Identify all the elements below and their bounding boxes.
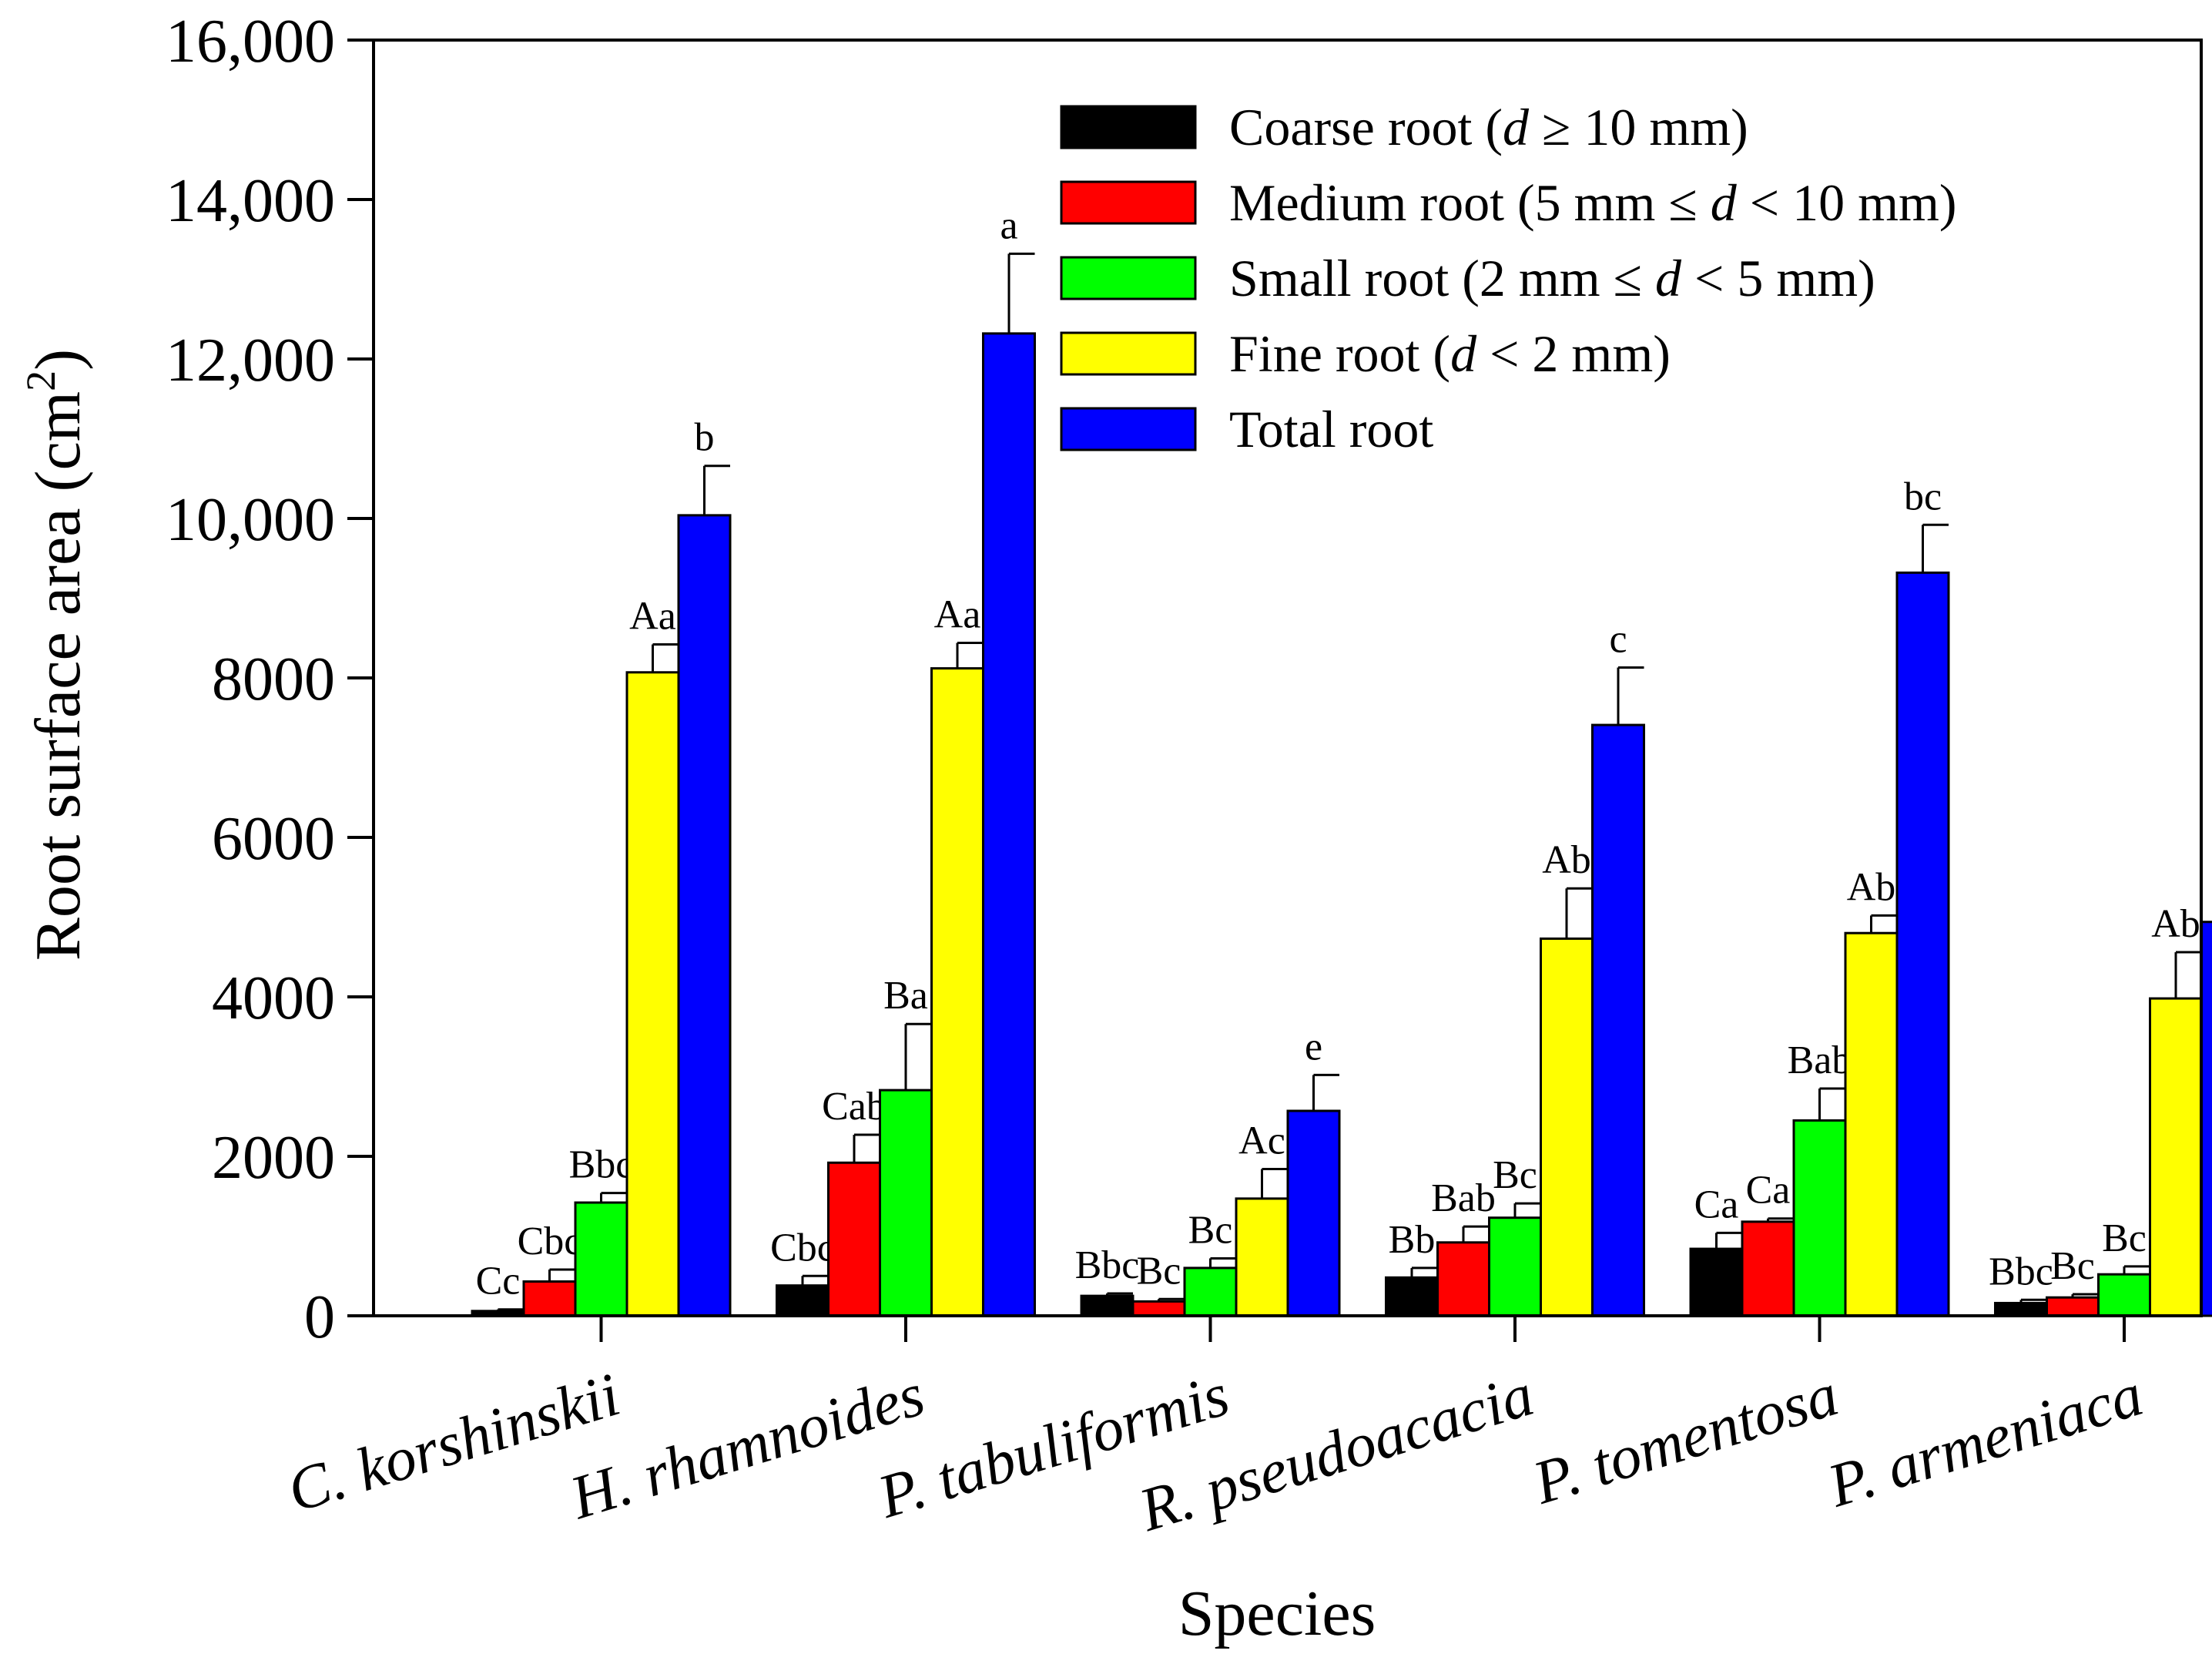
significance-label: Ac [1238, 1119, 1285, 1163]
legend-entry: Total root [1229, 400, 1433, 458]
significance-label: Cbc [518, 1219, 582, 1263]
y-tick-label: 10,000 [166, 486, 335, 554]
legend-swatch [1061, 408, 1195, 450]
y-tick-label: 16,000 [166, 8, 335, 75]
y-axis-title: Root surface area (cm2) [18, 349, 94, 961]
legend-swatch [1061, 333, 1195, 374]
significance-label: Aa [629, 595, 676, 639]
significance-label: Bab [1788, 1038, 1852, 1082]
bar-small-root [2099, 1274, 2150, 1316]
bar-coarse-root [1691, 1249, 1742, 1316]
bar-medium-root [1133, 1301, 1185, 1316]
legend-swatch [1061, 182, 1195, 223]
bar-medium-root [524, 1281, 575, 1316]
legend-entry: Fine root (d < 2 mm) [1229, 324, 1671, 383]
x-tick-label: P. armeniaca [1820, 1360, 2150, 1520]
significance-label: Bbc [569, 1143, 634, 1187]
significance-label: c [1609, 618, 1627, 662]
significance-label: Bc [1137, 1249, 1181, 1293]
bar-fine-root [932, 669, 984, 1316]
y-tick-label: 6000 [212, 805, 335, 873]
bar-fine-root [627, 673, 679, 1316]
bar-total-root [984, 334, 1035, 1316]
significance-label: Bbc [1075, 1243, 1140, 1287]
significance-label: Bc [2102, 1216, 2147, 1260]
significance-label: Ba [883, 974, 928, 1018]
significance-label: Bab [1431, 1176, 1496, 1220]
y-tick-label: 0 [304, 1283, 335, 1351]
bar-total-root [1897, 572, 1949, 1316]
significance-label: e [1305, 1025, 1322, 1069]
bar-coarse-root [1081, 1296, 1133, 1316]
y-tick-label: 8000 [212, 646, 335, 713]
significance-label: Bb [1389, 1218, 1436, 1262]
significance-label: Ca [1746, 1169, 1791, 1213]
bar-coarse-root [777, 1286, 829, 1316]
significance-label: Ab [1542, 838, 1591, 882]
x-tick-label: H. rhamnoides [562, 1360, 932, 1532]
significance-label: Ab [2151, 902, 2200, 946]
bar-total-root [1288, 1111, 1339, 1316]
bar-medium-root [829, 1162, 880, 1316]
x-tick-label: P. tomentosa [1525, 1360, 1845, 1518]
legend-entry: Medium root (5 mm ≤ d < 10 mm) [1229, 173, 1957, 232]
significance-label: a [1000, 203, 1017, 247]
significance-label: b [695, 416, 715, 460]
bar-total-root [679, 515, 730, 1316]
significance-label: Bc [2050, 1244, 2095, 1288]
bar-fine-root [1541, 938, 1593, 1316]
bar-coarse-root [1996, 1303, 2047, 1316]
significance-label: Aa [934, 592, 981, 636]
bar-small-root [575, 1203, 627, 1316]
x-axis-title: Species [1178, 1578, 1376, 1649]
significance-label: Cc [476, 1260, 521, 1303]
y-axis-title-close: ) [22, 349, 94, 371]
y-tick-label: 2000 [212, 1124, 335, 1192]
bar-small-root [1185, 1268, 1236, 1316]
bar-fine-root [1236, 1199, 1288, 1316]
bar-medium-root [1742, 1222, 1794, 1316]
significance-label: Bc [1188, 1208, 1233, 1252]
significance-label: Ab [1847, 865, 1896, 909]
y-axis-title-superscript: 2 [18, 371, 64, 391]
bar-coarse-root [1386, 1277, 1438, 1316]
legend-entry: Coarse root (d ≥ 10 mm) [1229, 98, 1748, 156]
bar-medium-root [2047, 1297, 2099, 1316]
significance-label: Ca [1694, 1183, 1739, 1226]
bar-small-root [880, 1090, 932, 1316]
significance-label: Bc [1493, 1153, 1537, 1197]
y-axis: 0 2000 4000 6000 8000 10,000 12,000 14,000 16,00… [166, 8, 374, 1351]
y-tick-label: 14,000 [166, 167, 335, 235]
bar-fine-root [2150, 998, 2202, 1316]
y-tick-label: 12,000 [166, 327, 335, 394]
legend-swatch [1061, 106, 1195, 148]
significance-label: Cab [822, 1085, 886, 1129]
y-tick-label: 4000 [212, 965, 335, 1032]
y-axis-title-main: Root surface area (cm [22, 391, 94, 961]
bar-medium-root [1438, 1243, 1490, 1316]
bar-total-root [1593, 725, 1644, 1316]
bar-small-root [1794, 1120, 1845, 1316]
legend: Coarse root (d ≥ 10 mm) Medium root (5 mm… [1061, 98, 1957, 458]
legend-entry: Small root (2 mm ≤ d < 5 mm) [1229, 249, 1875, 307]
significance-label: Cbc [770, 1226, 835, 1270]
significance-label: bc [1904, 475, 1942, 518]
significance-label: Bbc [1989, 1250, 2053, 1293]
legend-swatch [1061, 257, 1195, 299]
bar-total-root [2202, 922, 2212, 1316]
bar-fine-root [1845, 933, 1897, 1316]
bar-small-root [1490, 1218, 1541, 1316]
